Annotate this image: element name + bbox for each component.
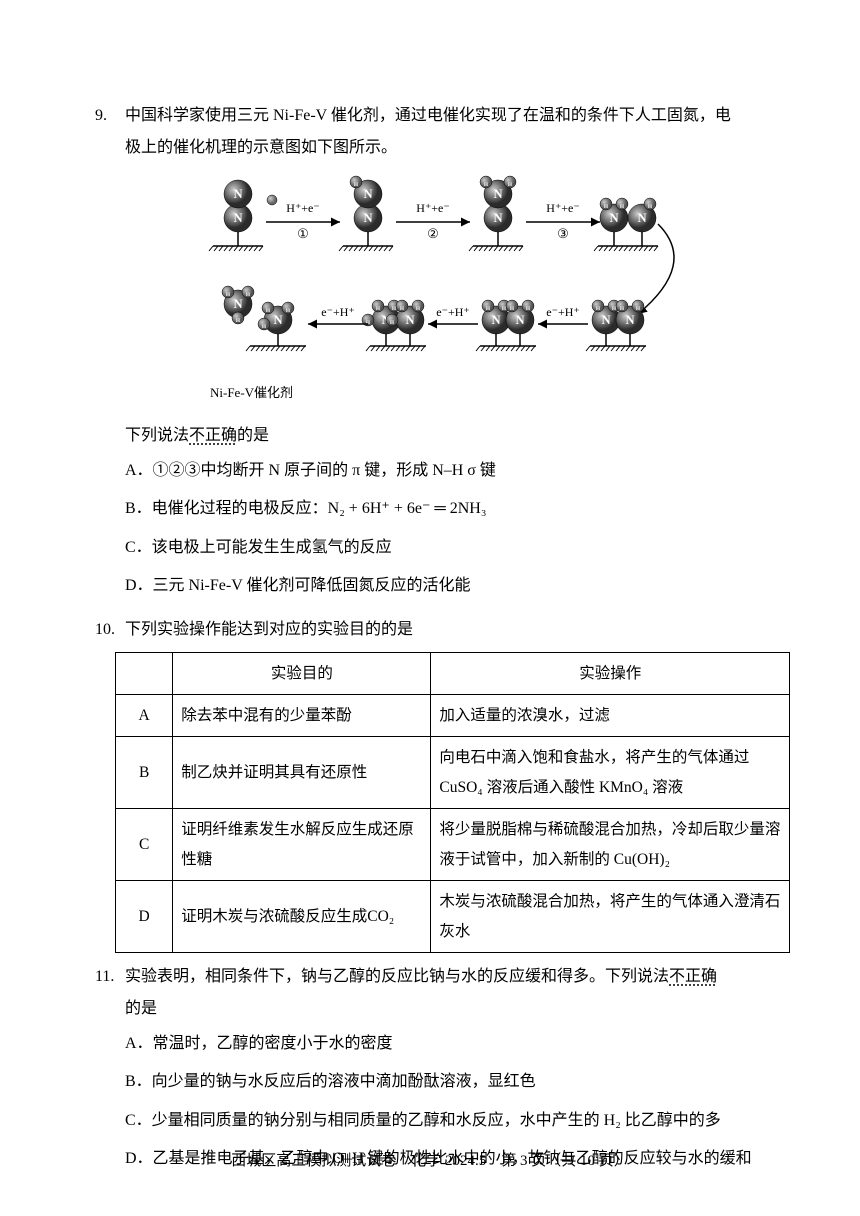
q9-diagram: NNNNHNNHHNNHHHH⁺+e⁻①H⁺+e⁻②H⁺+e⁻③NNHHHHNN…	[95, 174, 790, 376]
svg-text:e⁻+H⁺: e⁻+H⁺	[436, 305, 469, 319]
table-row: B制乙炔并证明其具有还原性向电石中滴入饱和食盐水，将产生的气体通过 CuSO₄ …	[116, 737, 790, 809]
table-row: C证明纤维素发生水解反应生成还原性糖将少量脱脂棉与稀硫酸混合加热，冷却后取少量溶…	[116, 809, 790, 881]
row-purpose: 证明木炭与浓硫酸反应生成CO₂	[173, 881, 431, 953]
svg-text:N: N	[363, 187, 372, 201]
svg-text:N: N	[273, 313, 282, 327]
q11-stem-line2: 的是	[125, 993, 790, 1025]
q9-number: 9.	[95, 100, 125, 132]
catalysis-diagram-svg: NNNNHNNHHNNHHHH⁺+e⁻①H⁺+e⁻②H⁺+e⁻③NNHHHHNN…	[178, 174, 708, 364]
q11-number: 11.	[95, 961, 125, 993]
q10-header-row: 实验目的 实验操作	[116, 652, 790, 694]
row-label: B	[116, 737, 173, 809]
q11-stem-line1: 实验表明，相同条件下，钠与乙醇的反应比钠与水的反应缓和得多。下列说法不正确	[125, 961, 785, 993]
svg-text:N: N	[233, 211, 242, 225]
table-row: D证明木炭与浓硫酸反应生成CO₂木炭与浓硫酸混合加热，将产生的气体通入澄清石灰水	[116, 881, 790, 953]
q11-stem-underline: 不正确	[669, 968, 717, 985]
table-row: A除去苯中混有的少量苯酚加入适量的浓溴水，过滤	[116, 695, 790, 737]
svg-text:N: N	[515, 313, 524, 327]
q11-stem-text: 实验表明，相同条件下，钠与乙醇的反应比钠与水的反应缓和得多。下列说法	[125, 968, 669, 985]
q9-option-a: A．①②③中均断开 N 原子间的 π 键，形成 N–H σ 键	[125, 452, 790, 490]
q10-th-blank	[116, 652, 173, 694]
row-operation: 向电石中滴入饱和食盐水，将产生的气体通过 CuSO₄ 溶液后通入酸性 KMnO₄…	[431, 737, 790, 809]
svg-text:N: N	[405, 313, 414, 327]
svg-text:H⁺+e⁻: H⁺+e⁻	[546, 201, 579, 215]
svg-text:N: N	[637, 211, 646, 225]
row-label: C	[116, 809, 173, 881]
svg-text:N: N	[609, 211, 618, 225]
q9-prompt-underline: 不正确	[189, 427, 237, 444]
row-purpose: 证明纤维素发生水解反应生成还原性糖	[173, 809, 431, 881]
row-purpose: 制乙炔并证明其具有还原性	[173, 737, 431, 809]
svg-text:N: N	[491, 313, 500, 327]
q9-option-c: C．该电极上可能发生生成氢气的反应	[125, 529, 790, 567]
q9-options: A．①②③中均断开 N 原子间的 π 键，形成 N–H σ 键 B．电催化过程的…	[125, 452, 790, 606]
q11-option-b: B．向少量的钠与水反应后的溶液中滴加酚酞溶液，显红色	[125, 1063, 790, 1101]
q9-prompt: 下列说法不正确的是	[125, 420, 790, 452]
page-footer: 西城区高三模拟测试试卷 化学 2024.5 第 3 页（共 10 页）	[0, 1149, 860, 1170]
svg-text:N: N	[233, 297, 242, 311]
exam-page: 9.中国科学家使用三元 Ni-Fe-V 催化剂，通过电催化实现了在温和的条件下人…	[0, 0, 860, 1216]
q10-th-operation: 实验操作	[431, 652, 790, 694]
q9-option-d: D．三元 Ni-Fe-V 催化剂可降低固氮反应的活化能	[125, 567, 790, 605]
svg-text:N: N	[493, 211, 502, 225]
q11-option-a: A．常温时，乙醇的密度小于水的密度	[125, 1025, 790, 1063]
svg-text:e⁻+H⁺: e⁻+H⁺	[321, 305, 354, 319]
svg-text:H⁺+e⁻: H⁺+e⁻	[416, 201, 449, 215]
row-purpose: 除去苯中混有的少量苯酚	[173, 695, 431, 737]
q11-option-c: C．少量相同质量的钠分别与相同质量的乙醇和水反应，水中产生的 H₂ 比乙醇中的多	[125, 1102, 790, 1140]
q9-option-b: B．电催化过程的电极反应：N₂ + 6H⁺ + 6e⁻ ═ 2NH₃	[125, 490, 790, 528]
q10-stem: 下列实验操作能达到对应的实验目的的是	[125, 614, 785, 646]
svg-text:③: ③	[557, 226, 569, 241]
svg-text:N: N	[233, 187, 242, 201]
question-11: 11.实验表明，相同条件下，钠与乙醇的反应比钠与水的反应缓和得多。下列说法不正确…	[95, 961, 790, 1179]
q9-stem-line1: 中国科学家使用三元 Ni-Fe-V 催化剂，通过电催化实现了在温和的条件下人工固…	[125, 100, 785, 132]
row-operation: 加入适量的浓溴水，过滤	[431, 695, 790, 737]
svg-text:②: ②	[427, 226, 439, 241]
catalyst-label: Ni-Fe-V催化剂	[210, 380, 790, 406]
svg-text:e⁻+H⁺: e⁻+H⁺	[546, 305, 579, 319]
row-operation: 木炭与浓硫酸混合加热，将产生的气体通入澄清石灰水	[431, 881, 790, 953]
q10-tbody: A除去苯中混有的少量苯酚加入适量的浓溴水，过滤B制乙炔并证明其具有还原性向电石中…	[116, 695, 790, 953]
svg-text:N: N	[625, 313, 634, 327]
question-10: 10.下列实验操作能达到对应的实验目的的是 实验目的 实验操作 A除去苯中混有的…	[95, 614, 790, 954]
q10-number: 10.	[95, 614, 125, 646]
q10-table: 实验目的 实验操作 A除去苯中混有的少量苯酚加入适量的浓溴水，过滤B制乙炔并证明…	[115, 652, 790, 954]
q10-th-purpose: 实验目的	[173, 652, 431, 694]
row-label: A	[116, 695, 173, 737]
svg-text:N: N	[601, 313, 610, 327]
svg-text:H⁺+e⁻: H⁺+e⁻	[286, 201, 319, 215]
svg-text:N: N	[363, 211, 372, 225]
q9-stem-line2: 极上的催化机理的示意图如下图所示。	[125, 132, 790, 164]
row-operation: 将少量脱脂棉与稀硫酸混合加热，冷却后取少量溶液于试管中，加入新制的 Cu(OH)…	[431, 809, 790, 881]
question-9: 9.中国科学家使用三元 Ni-Fe-V 催化剂，通过电催化实现了在温和的条件下人…	[95, 100, 790, 606]
svg-text:①: ①	[297, 226, 309, 241]
svg-text:N: N	[493, 187, 502, 201]
row-label: D	[116, 881, 173, 953]
